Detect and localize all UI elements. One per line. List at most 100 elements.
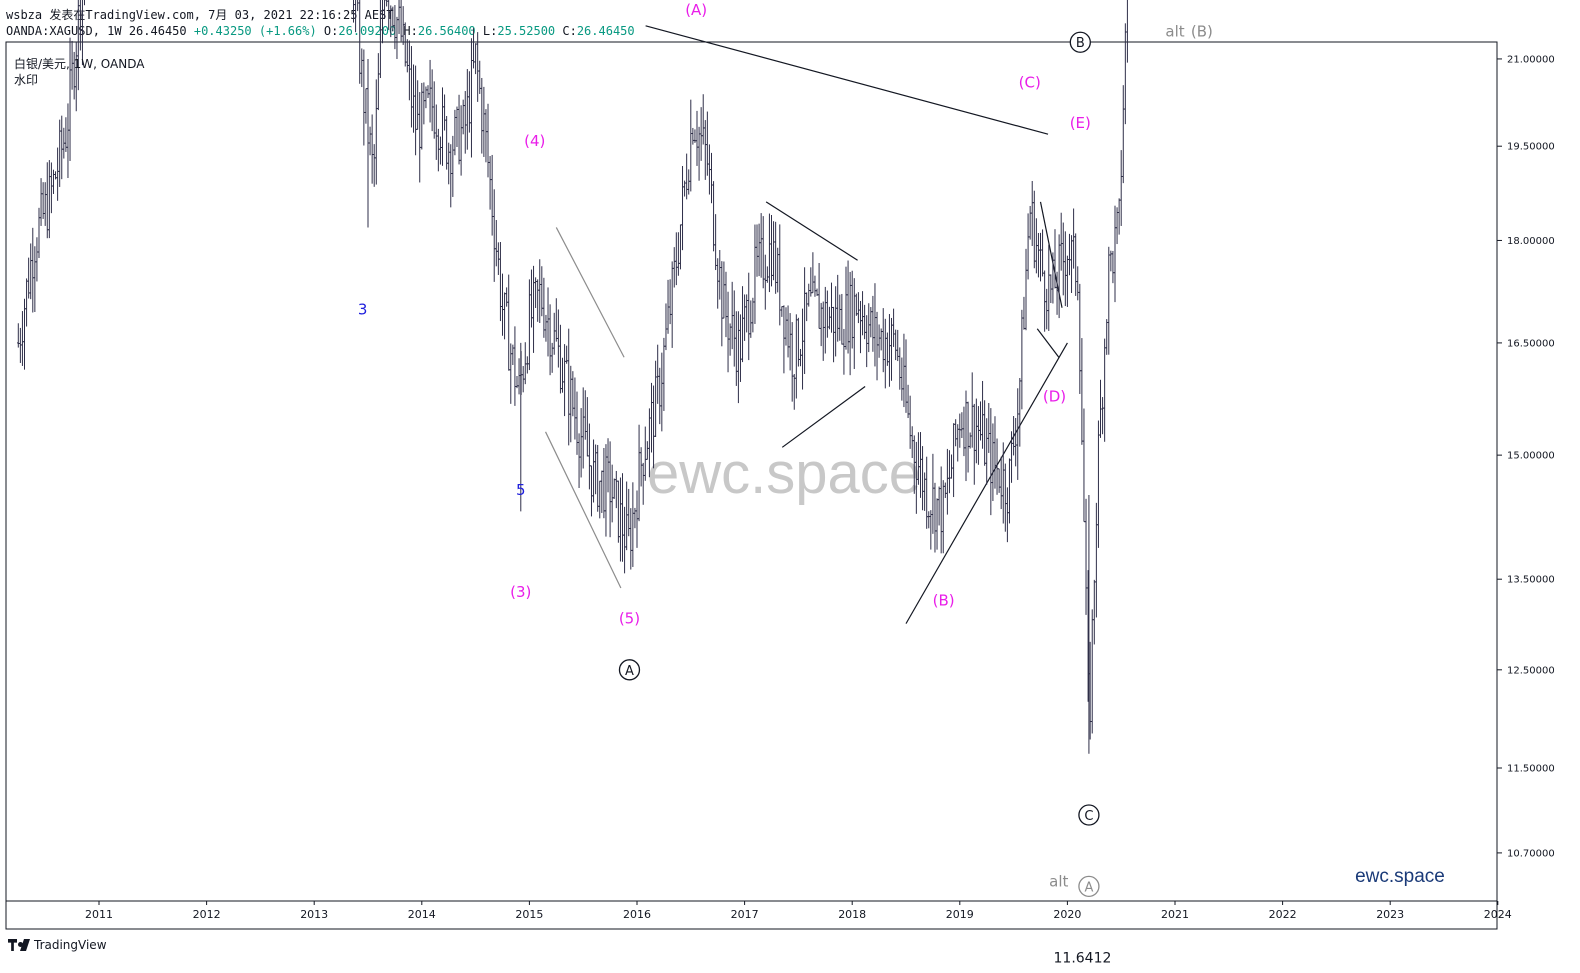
ohlc-bar <box>749 300 753 338</box>
ohlc-bar <box>571 371 575 417</box>
ohlc-bar <box>962 406 966 457</box>
ohlc-bar <box>803 267 806 374</box>
wave-label[interactable]: 5 <box>516 481 526 499</box>
wave-label[interactable]: (B) <box>1191 23 1213 41</box>
wave-label[interactable]: (4) <box>524 132 545 150</box>
ohlc-bar <box>629 508 633 570</box>
x-tick-label: 2020 <box>1053 908 1081 921</box>
ohlc-bar <box>612 478 616 499</box>
wave-label[interactable]: (C) <box>1019 73 1041 91</box>
ohlc-bar <box>714 214 717 271</box>
x-tick-label: 2012 <box>193 908 221 921</box>
ohlc-bar <box>737 311 740 404</box>
ohlc-bar <box>819 302 823 347</box>
trendline[interactable] <box>765 201 858 261</box>
ohlc-bar <box>381 0 384 44</box>
ohlc-bar <box>1066 255 1069 307</box>
ohlc-bar <box>672 247 676 288</box>
wave-label[interactable]: (3) <box>510 583 531 601</box>
ohlc-bar <box>782 305 786 374</box>
ohlc-bar <box>437 128 440 172</box>
ohlc-bar <box>377 53 380 111</box>
ohlc-bar <box>1101 397 1104 435</box>
wave-label[interactable]: (5) <box>619 610 640 628</box>
ohlc-bar <box>964 390 968 482</box>
wave-label[interactable]: 3 <box>358 301 368 319</box>
price-change: +0.43250 (+1.66%) <box>193 24 317 38</box>
ohlc-bar <box>25 278 28 327</box>
ohlc-bar <box>548 304 552 376</box>
ohlc-bar <box>29 243 33 300</box>
ohlc-bar <box>685 153 688 200</box>
ohlc-bar <box>641 462 645 505</box>
ohlc-bar <box>894 329 897 361</box>
price-annotation[interactable]: 11.6412 <box>1054 950 1112 966</box>
ohlc-bar <box>1082 408 1086 523</box>
ohlc-bar <box>509 343 513 404</box>
wave-label[interactable]: alt <box>1165 23 1184 41</box>
ohlc-bar <box>23 298 26 370</box>
ohlc-bar <box>523 342 527 385</box>
x-tick-label: 2022 <box>1269 908 1297 921</box>
ohlc-bar <box>855 293 858 316</box>
ohlc-bar <box>422 82 426 125</box>
ohlc-bar <box>1080 338 1084 445</box>
ohlc-bar <box>31 227 35 313</box>
ohlc-bar <box>654 360 657 437</box>
open-label: O: <box>323 24 339 38</box>
ohlc-bar <box>383 0 386 20</box>
ohlc-bar <box>933 482 937 553</box>
wave-label[interactable]: (D) <box>1043 387 1066 405</box>
circled-wave-label[interactable]: C <box>1078 804 1100 826</box>
ohlc-bar <box>399 0 403 42</box>
ohlc-bar <box>664 303 668 351</box>
ohlc-bar <box>357 0 359 12</box>
ohlc-bar <box>753 224 757 324</box>
circled-wave-label[interactable]: B <box>1069 31 1091 53</box>
ohlc-bar <box>416 80 419 130</box>
ohlc-bar <box>1068 233 1071 276</box>
wave-label[interactable]: (B) <box>933 592 955 610</box>
wave-label[interactable]: (E) <box>1070 114 1091 132</box>
wave-label[interactable]: alt <box>1049 872 1068 890</box>
ohlc-bar <box>834 286 837 357</box>
ohlc-bar <box>935 498 939 550</box>
ohlc-bar <box>759 213 763 278</box>
trendline[interactable] <box>544 431 622 589</box>
ohlc-bar <box>451 135 455 197</box>
ohlc-bar <box>960 412 964 438</box>
ohlc-bar <box>1024 248 1028 331</box>
ohlc-bar <box>772 221 775 281</box>
circled-wave-label[interactable]: A <box>1078 875 1100 898</box>
trendline[interactable] <box>1039 201 1063 308</box>
ohlc-bar <box>792 374 796 410</box>
trendline[interactable] <box>555 227 625 358</box>
ohlc-bar <box>811 252 815 294</box>
ohlc-bar <box>1093 579 1096 645</box>
ohlc-bar <box>501 273 504 336</box>
trendline[interactable] <box>781 386 866 448</box>
wave-label[interactable]: (A) <box>685 1 707 19</box>
ohlc-bar <box>948 450 951 494</box>
ohlc-bar <box>944 482 947 498</box>
trendline[interactable] <box>1036 328 1060 358</box>
ohlc-bar <box>588 423 591 490</box>
trendline[interactable] <box>645 25 1049 135</box>
ohlc-bar <box>927 511 931 529</box>
ohlc-bar <box>1072 208 1075 269</box>
footer-branding[interactable]: TradingView <box>8 938 107 952</box>
ohlc-bar <box>592 439 595 503</box>
ohlc-bar <box>1117 198 1121 235</box>
ohlc-bar <box>1064 231 1067 307</box>
ohlc-bar <box>985 418 988 485</box>
ohlc-bar <box>809 267 813 297</box>
ohlc-bar <box>27 257 30 299</box>
ohlc-bar <box>1016 388 1020 480</box>
low-label: L: <box>482 24 498 38</box>
ohlc-bar <box>993 416 997 489</box>
ohlc-bar <box>552 312 556 355</box>
circled-wave-label[interactable]: A <box>618 659 641 681</box>
x-tick-label: 2011 <box>85 908 113 921</box>
publish-info: wsbza 发表在TradingView.com, 7月 03, 2021 22… <box>6 8 394 22</box>
